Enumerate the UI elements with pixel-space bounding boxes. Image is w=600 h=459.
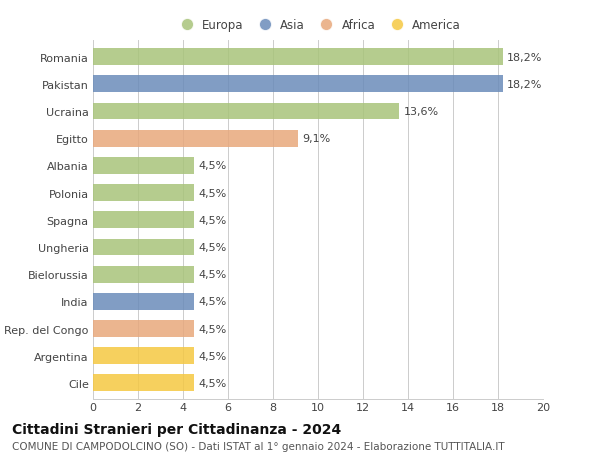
Bar — [93, 130, 298, 147]
Text: 4,5%: 4,5% — [199, 324, 227, 334]
Text: COMUNE DI CAMPODOLCINO (SO) - Dati ISTAT al 1° gennaio 2024 - Elaborazione TUTTI: COMUNE DI CAMPODOLCINO (SO) - Dati ISTAT… — [12, 441, 505, 451]
Bar — [93, 157, 194, 174]
Text: 4,5%: 4,5% — [199, 215, 227, 225]
Bar — [93, 347, 194, 364]
Text: 4,5%: 4,5% — [199, 269, 227, 280]
Bar — [93, 320, 194, 337]
Text: 4,5%: 4,5% — [199, 242, 227, 252]
Bar — [93, 293, 194, 310]
Bar — [93, 103, 399, 120]
Legend: Europa, Asia, Africa, America: Europa, Asia, Africa, America — [175, 19, 461, 32]
Text: Cittadini Stranieri per Cittadinanza - 2024: Cittadini Stranieri per Cittadinanza - 2… — [12, 422, 341, 436]
Bar — [93, 239, 194, 256]
Text: 18,2%: 18,2% — [507, 53, 542, 62]
Text: 4,5%: 4,5% — [199, 378, 227, 388]
Text: 4,5%: 4,5% — [199, 351, 227, 361]
Bar — [93, 76, 503, 93]
Text: 13,6%: 13,6% — [404, 107, 439, 117]
Bar — [93, 212, 194, 229]
Bar — [93, 375, 194, 392]
Text: 4,5%: 4,5% — [199, 297, 227, 307]
Text: 4,5%: 4,5% — [199, 161, 227, 171]
Text: 9,1%: 9,1% — [302, 134, 331, 144]
Text: 18,2%: 18,2% — [507, 80, 542, 90]
Bar — [93, 185, 194, 202]
Bar — [93, 266, 194, 283]
Bar — [93, 49, 503, 66]
Text: 4,5%: 4,5% — [199, 188, 227, 198]
